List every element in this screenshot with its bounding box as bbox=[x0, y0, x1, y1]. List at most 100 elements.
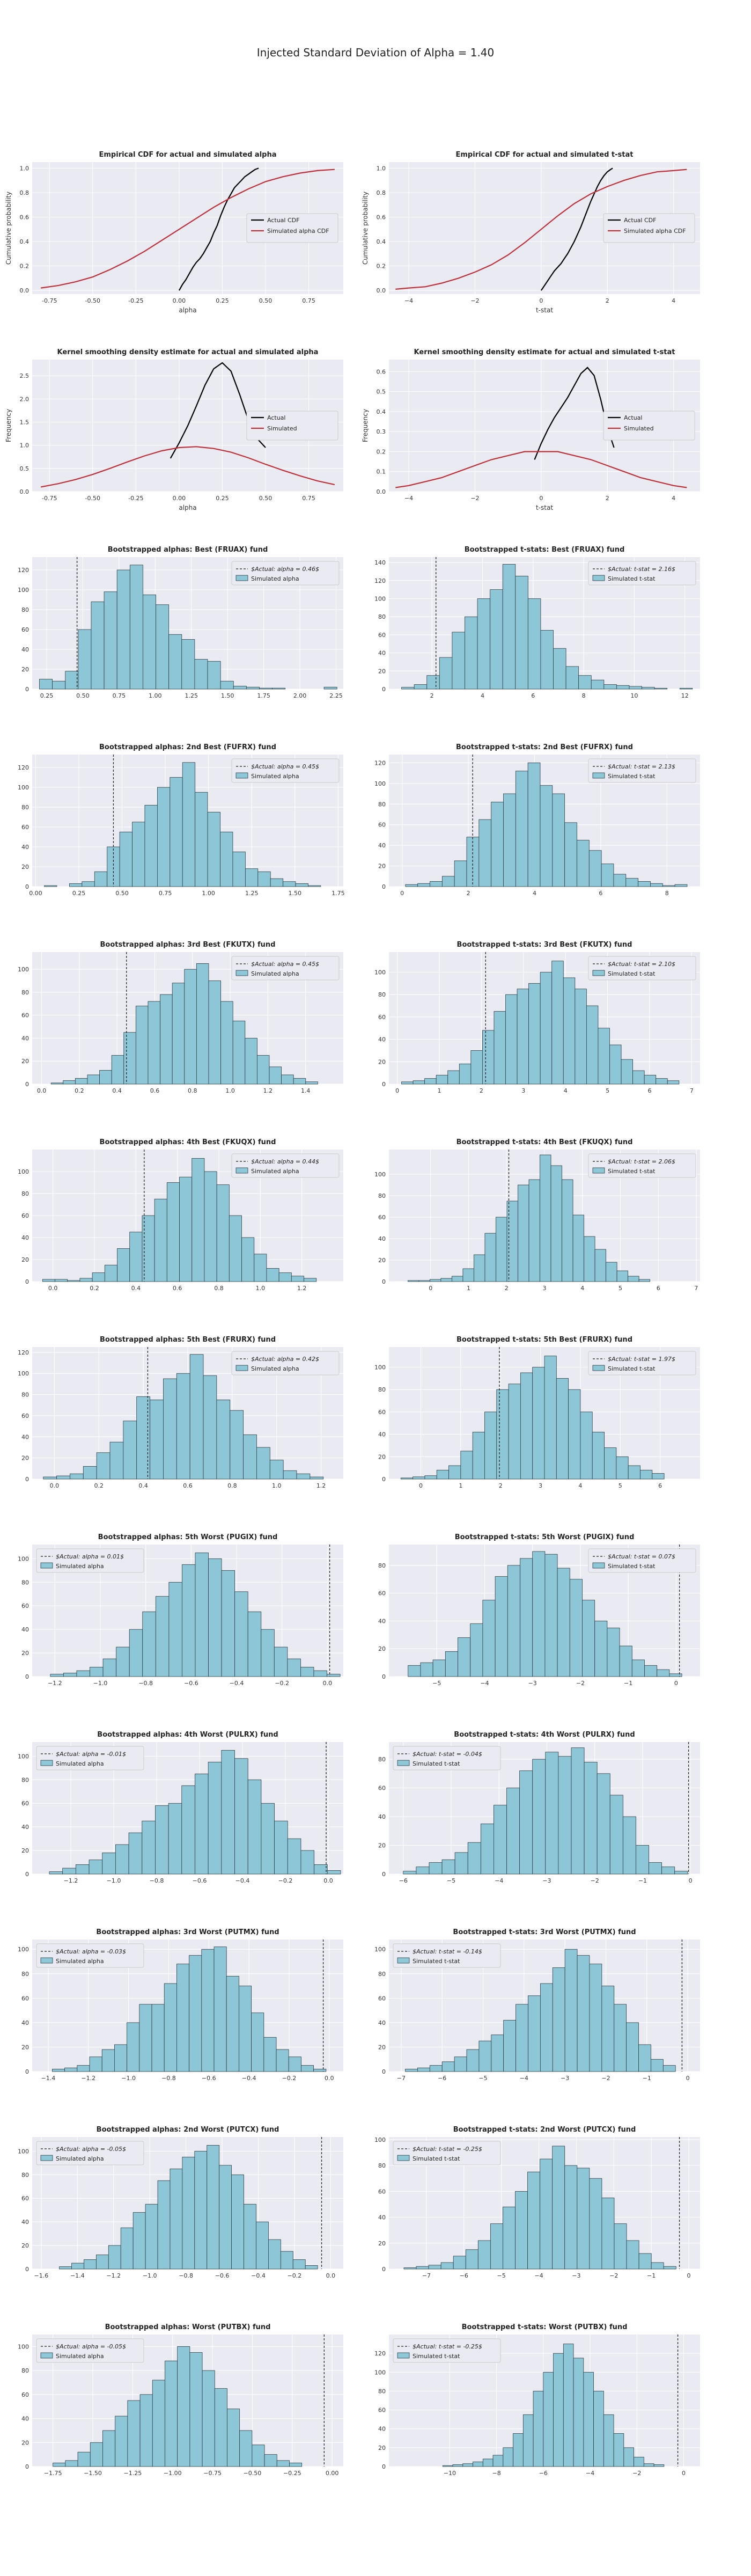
x-tick-label: -0.25 bbox=[128, 495, 143, 502]
histogram-bar bbox=[441, 1859, 455, 1875]
histogram-bar bbox=[607, 1627, 620, 1677]
y-tick-label: 40 bbox=[21, 2219, 29, 2226]
histogram-bar bbox=[39, 679, 53, 690]
histogram-bar bbox=[261, 1803, 275, 1875]
x-tick-label: −7 bbox=[397, 2075, 406, 2082]
legend-box bbox=[393, 1746, 501, 1770]
histogram-bar bbox=[552, 793, 565, 887]
y-tick-label: 60 bbox=[21, 1995, 29, 2002]
y-tick-label: 80 bbox=[21, 1776, 29, 1783]
x-tick-label: 0 bbox=[395, 1087, 399, 1094]
y-tick-label: 80 bbox=[21, 804, 29, 811]
histogram-bar bbox=[614, 2004, 627, 2072]
y-tick-label: 60 bbox=[21, 1012, 29, 1019]
legend-box bbox=[36, 1746, 144, 1770]
histogram-bar bbox=[63, 1080, 76, 1085]
histogram-bar bbox=[420, 1662, 433, 1677]
y-tick-label: 100 bbox=[374, 2136, 386, 2143]
chart-13: 0.0 0.2 0.4 0.6 0.8 1.0 1.2 0 20 40 60 80 100 120 Boot… bbox=[18, 1336, 343, 1489]
histogram-bar bbox=[310, 1476, 324, 1480]
y-tick-label: 40 bbox=[21, 2019, 29, 2026]
histogram-bar bbox=[104, 591, 117, 690]
histogram-bar bbox=[575, 989, 587, 1085]
x-tick-label: 1.25 bbox=[245, 890, 259, 897]
y-tick-label: 120 bbox=[374, 2350, 386, 2357]
x-tick-label: −1.50 bbox=[84, 2470, 102, 2477]
histogram-bar bbox=[482, 1030, 495, 1085]
y-tick-label: 40 bbox=[378, 650, 386, 657]
chart-18: −6 −5 −4 −3 −2 −1 0 0 20 40 60 80 Bootstrapped t-sta… bbox=[378, 1731, 700, 1884]
x-axis-label: t-stat bbox=[536, 306, 553, 314]
x-tick-label: 0.2 bbox=[75, 1087, 84, 1094]
histogram-bar bbox=[182, 2156, 195, 2270]
histogram-bar bbox=[527, 598, 541, 690]
y-tick-label: 20 bbox=[21, 666, 29, 673]
y-tick-label: 60 bbox=[21, 824, 29, 831]
x-tick-label: 1.00 bbox=[149, 692, 162, 699]
x-tick-label: 0.25 bbox=[216, 495, 229, 502]
x-tick-label: −0.6 bbox=[215, 2272, 230, 2279]
x-tick-label: 4 bbox=[481, 692, 484, 699]
legend-box bbox=[588, 758, 696, 783]
y-tick-label: 80 bbox=[21, 2367, 29, 2374]
histogram-bar bbox=[203, 1375, 217, 1480]
series-line bbox=[40, 446, 335, 488]
histogram-bar bbox=[508, 1384, 521, 1480]
x-tick-label: 7 bbox=[690, 1087, 694, 1094]
legend-label: Simulated t-stat bbox=[608, 1168, 656, 1175]
histogram-bar bbox=[323, 686, 337, 690]
y-tick-label: 2.5 bbox=[20, 372, 30, 379]
y-tick-label: 40 bbox=[21, 1626, 29, 1633]
histogram-bar bbox=[616, 1456, 629, 1480]
histogram-bar bbox=[220, 680, 234, 690]
histogram-bar bbox=[252, 2445, 265, 2467]
y-tick-label: 60 bbox=[378, 1214, 386, 1221]
histogram-bar bbox=[656, 1078, 668, 1085]
chart-4: −4 −2 0 2 4 0.0 0.1 0.2 0.3 0.4 0.5 0.6 Kernel smoot… bbox=[362, 348, 700, 511]
series-line bbox=[540, 167, 613, 291]
y-tick-label: 0 bbox=[382, 2068, 386, 2075]
histogram-bar bbox=[219, 2165, 232, 2270]
histogram-bar bbox=[179, 1176, 193, 1282]
y-tick-label: 60 bbox=[378, 1590, 386, 1597]
histogram-bar bbox=[274, 1646, 288, 1677]
histogram-bar bbox=[465, 616, 478, 690]
histogram-bar bbox=[232, 1020, 246, 1085]
x-axis-label: t-stat bbox=[536, 504, 553, 511]
histogram-bar bbox=[401, 1081, 414, 1085]
histogram-bar bbox=[470, 1050, 483, 1085]
histogram-bar bbox=[519, 1770, 533, 1875]
histogram-bar bbox=[263, 2037, 277, 2072]
x-tick-label: -0.25 bbox=[128, 297, 143, 304]
histogram-bar bbox=[540, 2158, 553, 2270]
histogram-bar bbox=[533, 2391, 544, 2467]
histogram-bar bbox=[416, 1867, 430, 1875]
histogram-bar bbox=[289, 2462, 303, 2467]
y-tick-label: 0 bbox=[25, 2068, 29, 2075]
histogram-bar bbox=[653, 2464, 665, 2467]
histogram-bar bbox=[445, 1651, 458, 1677]
x-tick-label: 0.6 bbox=[173, 1285, 182, 1292]
legend-label: Simulated alpha bbox=[56, 1563, 104, 1570]
legend-label: $Actual: alpha = -0.05$ bbox=[56, 2146, 126, 2153]
y-tick-label: 100 bbox=[18, 1168, 29, 1175]
legend-label: Actual bbox=[624, 414, 642, 421]
histogram-bar bbox=[586, 1005, 599, 1085]
chart-23: −1.75 −1.50 −1.25 −1.00 −0.75 −0.50 −0.25 0.00 0… bbox=[18, 2323, 343, 2477]
x-tick-label: 12 bbox=[681, 692, 689, 699]
histogram-bar bbox=[139, 2004, 152, 2072]
legend-swatch bbox=[592, 1167, 605, 1174]
y-tick-label: 80 bbox=[21, 1971, 29, 1978]
histogram-bar bbox=[305, 2265, 318, 2270]
histogram-bar bbox=[69, 883, 83, 887]
histogram-bar bbox=[638, 881, 651, 887]
histogram-bar bbox=[478, 2040, 492, 2072]
x-tick-label: −7 bbox=[422, 2272, 431, 2279]
legend-box bbox=[393, 2338, 501, 2363]
y-tick-label: 40 bbox=[378, 1813, 386, 1820]
histogram-bar bbox=[82, 881, 95, 887]
histogram-bar bbox=[503, 2019, 516, 2072]
histogram-bar bbox=[135, 1006, 149, 1085]
x-tick-label: −6 bbox=[539, 2470, 548, 2477]
